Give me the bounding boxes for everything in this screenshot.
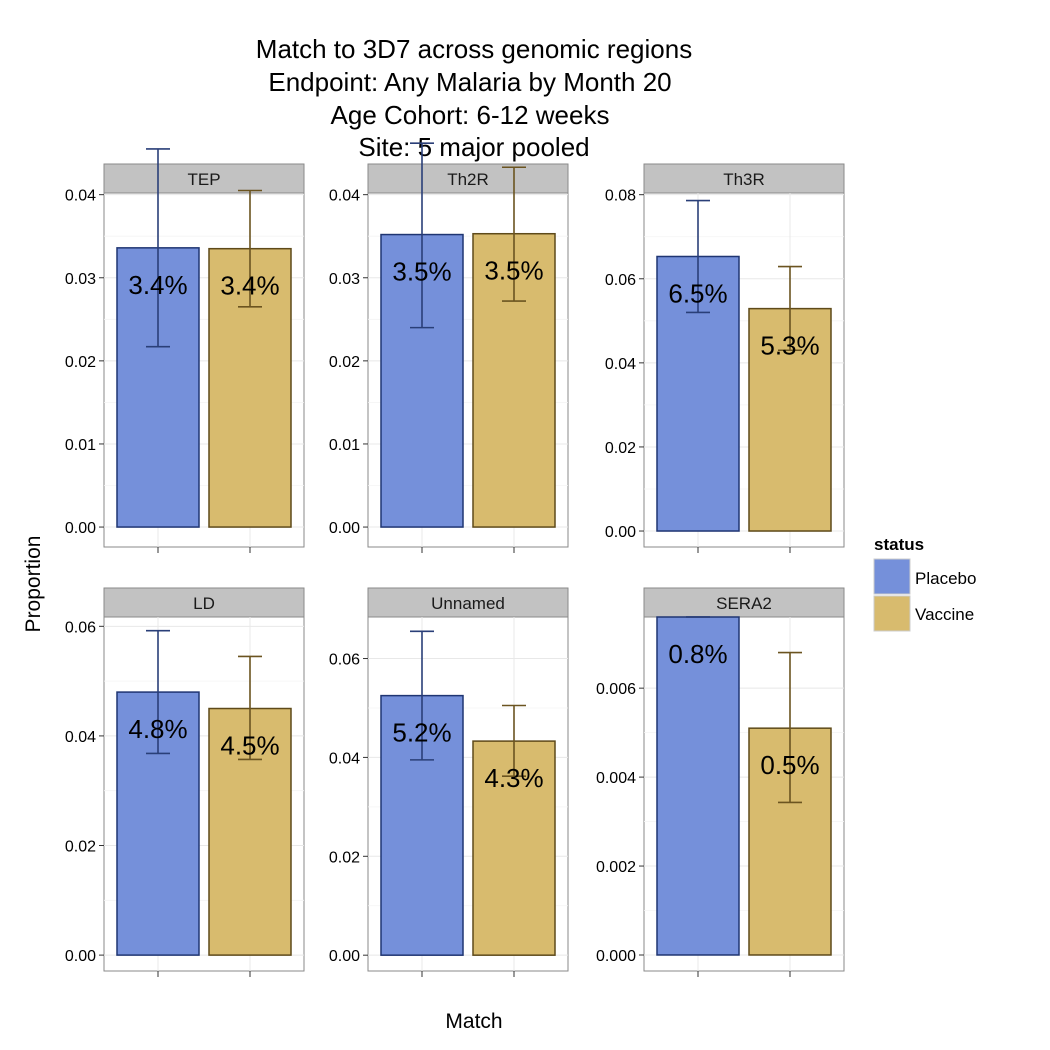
panel-strip-ld [103, 587, 305, 618]
y-axis-label: Proportion [22, 536, 45, 633]
data-label-tep-placebo: 3.4% [128, 270, 187, 300]
data-label-sera2-placebo: 0.8% [668, 639, 727, 669]
panel-sera2: SERA2 0.000 0.002 0.004 0.006 0.8% 0.5% [596, 587, 845, 977]
y-tick-label-tep-2: 0.02 [65, 354, 96, 371]
legend-label-vaccine: Vaccine [915, 605, 974, 624]
panel-tep: TEP 0.00 0.01 0.02 0.03 0.04 3.4% 3.4% [65, 148, 305, 553]
y-tick-label-ld-1: 0.02 [65, 839, 96, 856]
panel-strip-th3r [643, 163, 845, 194]
panel-strip-unnamed [367, 587, 569, 618]
data-label-th3r-vaccine: 5.3% [760, 331, 819, 361]
panel-strip-label-unnamed: Unnamed [431, 594, 505, 613]
chart-title-line-1: Match to 3D7 across genomic regions [256, 34, 692, 64]
chart-title-line-2: Endpoint: Any Malaria by Month 20 [268, 67, 671, 97]
y-tick-label-th2r-2: 0.02 [329, 354, 360, 371]
panel-th3r: Th3R 0.00 0.02 0.04 0.06 0.08 6.5% 5.3% [605, 163, 845, 553]
chart-title-line-4: Site: 5 major pooled [358, 132, 589, 162]
y-tick-label-th2r-1: 0.01 [329, 437, 360, 454]
y-tick-label-ld-2: 0.04 [65, 729, 96, 746]
data-label-th2r-vaccine: 3.5% [484, 256, 543, 286]
data-label-sera2-vaccine: 0.5% [760, 750, 819, 780]
y-tick-label-unnamed-2: 0.04 [329, 750, 360, 767]
panel-strip-tep [103, 163, 305, 194]
data-label-tep-vaccine: 3.4% [220, 271, 279, 301]
chart-title-line-3: Age Cohort: 6-12 weeks [331, 100, 610, 130]
legend-label-placebo: Placebo [915, 569, 976, 588]
y-tick-label-sera2-0: 0.000 [596, 948, 636, 965]
panel-strip-label-tep: TEP [187, 170, 220, 189]
y-tick-label-th3r-0: 0.00 [605, 524, 636, 541]
bar-sera2-placebo [656, 616, 740, 956]
y-tick-label-ld-3: 0.06 [65, 619, 96, 636]
y-tick-label-tep-1: 0.01 [65, 437, 96, 454]
chart-title: Match to 3D7 across genomic regions Endp… [256, 34, 692, 162]
legend-title: status [874, 535, 924, 554]
y-tick-label-th2r-4: 0.04 [329, 188, 360, 205]
y-tick-label-tep-4: 0.04 [65, 188, 96, 205]
bar-tep-vaccine [208, 247, 292, 528]
bar-unnamed-placebo [380, 694, 464, 956]
data-label-unnamed-vaccine: 4.3% [484, 763, 543, 793]
y-tick-label-ld-0: 0.00 [65, 948, 96, 965]
data-label-ld-placebo: 4.8% [128, 714, 187, 744]
y-tick-label-unnamed-3: 0.06 [329, 652, 360, 669]
legend: status Placebo Vaccine [873, 535, 976, 632]
y-tick-label-sera2-3: 0.006 [596, 681, 636, 698]
panel-strip-label-th3r: Th3R [723, 170, 765, 189]
data-label-th2r-placebo: 3.5% [392, 257, 451, 287]
data-label-th3r-placebo: 6.5% [668, 278, 727, 308]
panel-ld: LD 0.00 0.02 0.04 0.06 4.8% 4.5% [65, 587, 305, 977]
panel-strip-label-th2r: Th2R [447, 170, 489, 189]
y-tick-label-sera2-2: 0.004 [596, 770, 636, 787]
panel-strip-label-ld: LD [193, 594, 215, 613]
y-tick-label-th2r-3: 0.03 [329, 271, 360, 288]
y-tick-label-tep-3: 0.03 [65, 271, 96, 288]
y-tick-label-th3r-2: 0.04 [605, 356, 636, 373]
panel-unnamed: Unnamed 0.00 0.02 0.04 0.06 5.2% 4.3% [329, 587, 569, 977]
legend-swatch-vaccine [873, 595, 911, 632]
data-label-ld-vaccine: 4.5% [220, 731, 279, 761]
y-tick-label-sera2-1: 0.002 [596, 859, 636, 876]
y-tick-label-th2r-0: 0.00 [329, 520, 360, 537]
y-tick-label-th3r-1: 0.02 [605, 440, 636, 457]
x-axis-label: Match [445, 1010, 502, 1033]
panel-strip-th2r [367, 163, 569, 194]
panel-strip-label-sera2: SERA2 [716, 594, 772, 613]
data-label-unnamed-placebo: 5.2% [392, 718, 451, 748]
y-tick-label-th3r-3: 0.06 [605, 272, 636, 289]
panel-th2r: Th2R 0.00 0.01 0.02 0.03 0.04 3.5% 3.5% [329, 142, 569, 553]
y-tick-label-unnamed-0: 0.00 [329, 948, 360, 965]
y-tick-label-th3r-4: 0.08 [605, 188, 636, 205]
y-tick-label-unnamed-1: 0.02 [329, 849, 360, 866]
legend-swatch-placebo [873, 558, 911, 595]
y-tick-label-tep-0: 0.00 [65, 520, 96, 537]
bar-tep-placebo [116, 247, 200, 528]
